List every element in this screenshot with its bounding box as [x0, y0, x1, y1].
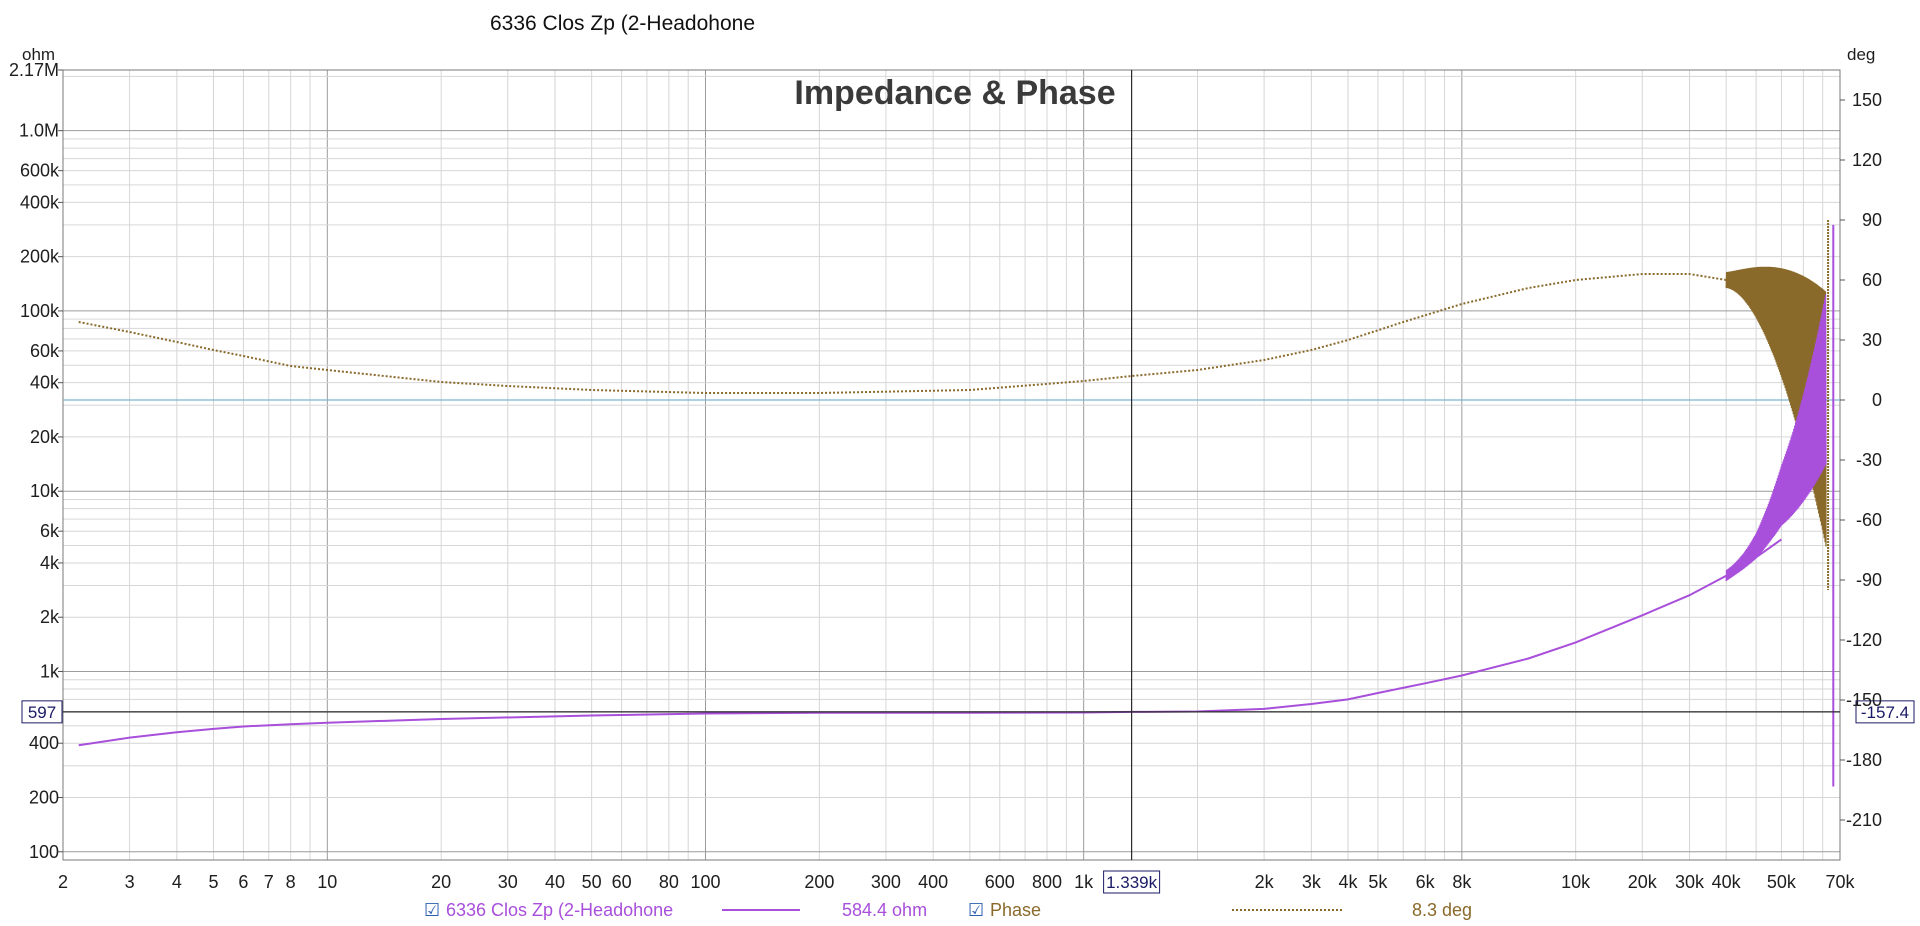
x-tick-label: 300: [871, 872, 901, 892]
right-tick-label: -30: [1856, 450, 1882, 470]
left-tick-label: 20k: [30, 427, 60, 447]
right-tick-label: -210: [1846, 810, 1882, 830]
impedance-hf-oscillation: [1725, 294, 1827, 582]
right-tick-label: -150: [1846, 690, 1882, 710]
cursor-frequency-label-box: [1103, 870, 1161, 894]
x-tick-label: 600: [985, 872, 1015, 892]
cursor-right-value-label-box: [1855, 700, 1915, 724]
left-tick-label: 60k: [30, 341, 60, 361]
left-tick-label: 200k: [20, 247, 60, 267]
grid: [62, 70, 1841, 860]
impedance-legend-checkbox[interactable]: ☑: [424, 900, 440, 920]
left-tick-label: 10k: [30, 481, 60, 501]
x-tick-label: 2: [58, 872, 68, 892]
phase-hf-oscillation: [1725, 266, 1827, 547]
x-tick-label: 800: [1032, 872, 1062, 892]
right-tick-label: 90: [1862, 210, 1882, 230]
phase-legend-checkbox[interactable]: ☑: [968, 900, 984, 920]
left-tick-label: 1k: [40, 661, 60, 681]
right-tick-label: -60: [1856, 510, 1882, 530]
x-tick-label: 400: [918, 872, 948, 892]
chart-title: Impedance & Phase: [794, 74, 1115, 112]
x-tick-label: 20k: [1628, 872, 1658, 892]
impedance-legend-value: 584.4 ohm: [842, 900, 927, 920]
cursor-frequency-label: 1.339k: [1106, 873, 1158, 892]
x-tick-label: 3: [125, 872, 135, 892]
right-tick-label: -120: [1846, 630, 1882, 650]
left-tick-label: 2.17M: [9, 60, 59, 80]
right-tick-label: -90: [1856, 570, 1882, 590]
axis-labels: 2 3 4 5 6 7 8 10 20 30 40 50 60 80 100 200 300 400 600 800 1…: [9, 60, 1882, 892]
x-tick-label: 6: [238, 872, 248, 892]
x-tick-label: 30k: [1675, 872, 1705, 892]
left-tick-label: 2k: [40, 607, 60, 627]
x-tick-label: 70k: [1825, 872, 1855, 892]
right-tick-label: 30: [1862, 330, 1882, 350]
right-tick-label: 60: [1862, 270, 1882, 290]
x-tick-label: 40k: [1712, 872, 1742, 892]
right-axis-unit: deg: [1847, 45, 1875, 64]
left-tick-label: 4k: [40, 553, 60, 573]
phase-legend-value: 8.3 deg: [1412, 900, 1472, 920]
x-tick-label: 4k: [1338, 872, 1358, 892]
right-tick-label: 150: [1852, 90, 1882, 110]
x-tick-label: 200: [804, 872, 834, 892]
x-tick-label: 20: [431, 872, 451, 892]
x-tick-label: 5: [208, 872, 218, 892]
right-tick-label: -180: [1846, 750, 1882, 770]
x-tick-label: 3k: [1302, 872, 1322, 892]
x-tick-label: 50k: [1767, 872, 1797, 892]
x-tick-label: 2k: [1255, 872, 1275, 892]
x-tick-label: 60: [612, 872, 632, 892]
x-tick-label: 30: [498, 872, 518, 892]
x-tick-label: 40: [545, 872, 565, 892]
left-tick-label: 600k: [20, 161, 60, 181]
cursor-left-value-label-box: [21, 700, 63, 724]
left-tick-label: 200: [29, 787, 59, 807]
legend: ☑ 6336 Clos Zp (2-Headohone 584.4 ohm ☑ …: [424, 900, 1472, 920]
cursor-left-value-label: 597: [28, 703, 56, 722]
x-tick-label: 8k: [1452, 872, 1472, 892]
left-tick-label: 400k: [20, 192, 60, 212]
graph-title: 6336 Clos Zp (2-Headohone: [490, 12, 755, 35]
x-tick-label: 6k: [1416, 872, 1436, 892]
left-tick-label: 400: [29, 733, 59, 753]
right-tick-label: 120: [1852, 150, 1882, 170]
left-axis-unit: ohm: [22, 45, 55, 64]
impedance-legend-name: 6336 Clos Zp (2-Headohone: [446, 900, 673, 920]
x-tick-label: 5k: [1368, 872, 1388, 892]
cursor-layer[interactable]: 1.339k 597 -157.4: [21, 70, 1915, 894]
right-tick-label: 0: [1872, 390, 1882, 410]
x-tick-label: 50: [582, 872, 602, 892]
x-tick-label: 1k: [1074, 872, 1094, 892]
left-tick-label: 100: [29, 842, 59, 862]
x-tick-label: 100: [690, 872, 720, 892]
x-tick-label: 10: [317, 872, 337, 892]
cursor-right-value-label: -157.4: [1861, 703, 1909, 722]
x-tick-label: 80: [659, 872, 679, 892]
x-tick-label: 7: [264, 872, 274, 892]
x-tick-label: 8: [286, 872, 296, 892]
left-tick-label: 1.0M: [19, 121, 59, 141]
left-tick-label: 40k: [30, 373, 60, 393]
x-tick-label: 4: [172, 872, 182, 892]
left-tick-label: 6k: [40, 521, 60, 541]
phase-legend-name: Phase: [990, 900, 1041, 920]
plot-frame: [62, 69, 1841, 861]
phase-curve: [78, 273, 1727, 394]
left-tick-label: 100k: [20, 301, 60, 321]
x-tick-label: 10k: [1561, 872, 1591, 892]
